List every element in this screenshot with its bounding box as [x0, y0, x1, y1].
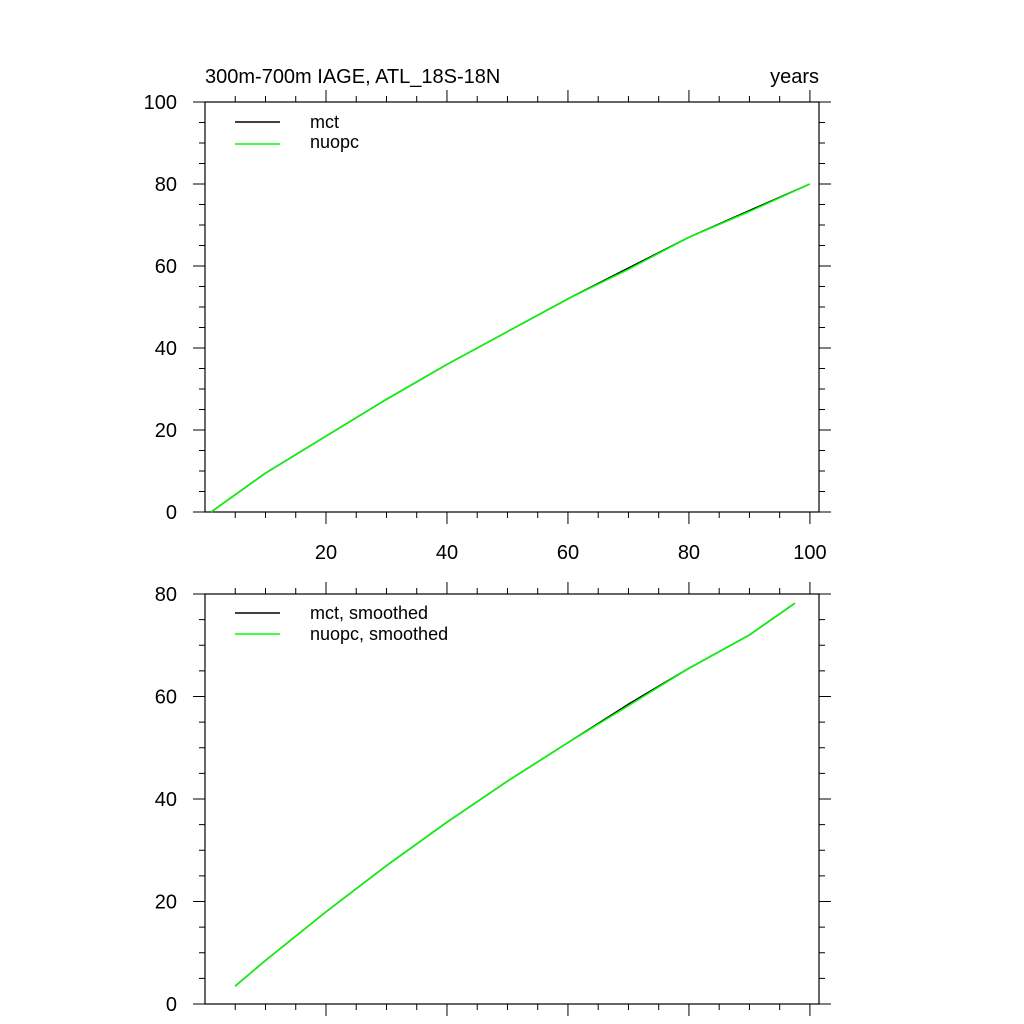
- y-tick-label: 0: [166, 994, 177, 1016]
- y-tick-label: 20: [155, 892, 177, 914]
- top-axis-tick-labels: 20 40 60 80 100 0 20 40 60 80 100: [144, 92, 827, 564]
- y-tick-label: 60: [155, 256, 177, 278]
- legend-label-nuopc: nuopc: [310, 132, 359, 152]
- legend-label-mct-smoothed: mct, smoothed: [310, 603, 428, 623]
- y-tick-label: 60: [155, 687, 177, 709]
- series-line-nuopc: [210, 183, 811, 513]
- y-tick-label: 80: [155, 584, 177, 606]
- bottom-panel: 0 20 40 60 80 mct, smoothed nuopc, smoothed: [155, 582, 831, 1016]
- series-line-nuopc-smoothed: [234, 602, 796, 987]
- bottom-series-lines: [234, 602, 796, 987]
- chart-units-label: years: [770, 66, 819, 88]
- y-tick-label: 40: [155, 789, 177, 811]
- top-series-lines: [210, 183, 811, 513]
- legend-label-nuopc-smoothed: nuopc, smoothed: [310, 624, 448, 644]
- y-tick-label: 80: [155, 174, 177, 196]
- x-tick-label: 80: [678, 542, 700, 564]
- y-tick-label: 40: [155, 338, 177, 360]
- chart-title: 300m-700m IAGE, ATL_18S-18N: [205, 66, 500, 88]
- x-tick-label: 20: [315, 542, 337, 564]
- top-axis-ticks: [193, 90, 831, 524]
- y-tick-label: 0: [166, 502, 177, 524]
- bottom-axis-ticks: [193, 582, 831, 1016]
- x-tick-label: 40: [436, 542, 458, 564]
- top-legend: mct nuopc: [235, 112, 359, 152]
- x-tick-label: 100: [793, 542, 826, 564]
- x-tick-label: 60: [557, 542, 579, 564]
- bottom-legend: mct, smoothed nuopc, smoothed: [235, 603, 448, 644]
- legend-label-mct: mct: [310, 112, 339, 132]
- y-tick-label: 100: [144, 92, 177, 114]
- bottom-axis-tick-labels: 0 20 40 60 80: [155, 584, 177, 1016]
- y-tick-label: 20: [155, 420, 177, 442]
- top-panel: 300m-700m IAGE, ATL_18S-18N years 20 40 60…: [144, 66, 831, 564]
